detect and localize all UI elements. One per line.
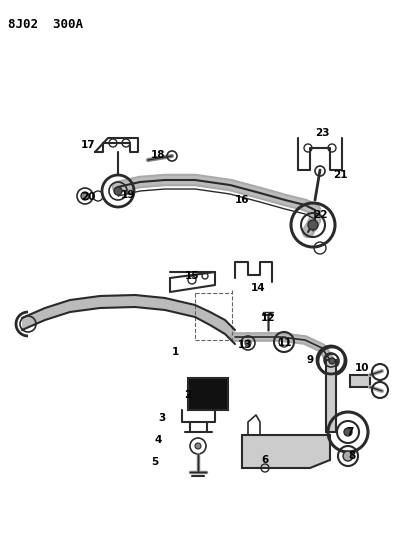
Bar [188,378,228,410]
Text: 5: 5 [151,457,159,467]
Text: 12: 12 [261,313,275,323]
Circle shape [343,451,353,461]
Text: 10: 10 [355,363,369,373]
Text: 18: 18 [151,150,165,160]
Text: 21: 21 [333,170,347,180]
Text: 6: 6 [261,455,269,465]
Text: 20: 20 [81,192,95,202]
Text: 2: 2 [184,390,192,400]
Text: 23: 23 [315,128,329,138]
Circle shape [344,428,352,436]
Text: 3: 3 [158,413,166,423]
Text: 13: 13 [238,340,252,350]
Circle shape [308,220,318,230]
Text: 17: 17 [81,140,95,150]
Text: 4: 4 [154,435,162,445]
Bar [326,360,336,432]
Text: 14: 14 [251,283,265,293]
Circle shape [81,192,89,200]
Text: 22: 22 [313,210,327,220]
Circle shape [114,187,122,195]
Text: 19: 19 [121,190,135,200]
Text: 1: 1 [171,347,179,357]
Circle shape [329,358,335,364]
Text: 11: 11 [278,338,292,348]
Bar [350,375,370,387]
Circle shape [245,340,251,346]
Text: 7: 7 [346,427,354,437]
Text: 8J02  300A: 8J02 300A [8,18,83,31]
Text: 15: 15 [185,271,199,281]
Polygon shape [242,435,330,468]
Circle shape [195,443,201,449]
Text: 9: 9 [306,355,314,365]
Text: 8: 8 [348,451,356,461]
Text: 16: 16 [235,195,249,205]
Polygon shape [22,295,235,344]
